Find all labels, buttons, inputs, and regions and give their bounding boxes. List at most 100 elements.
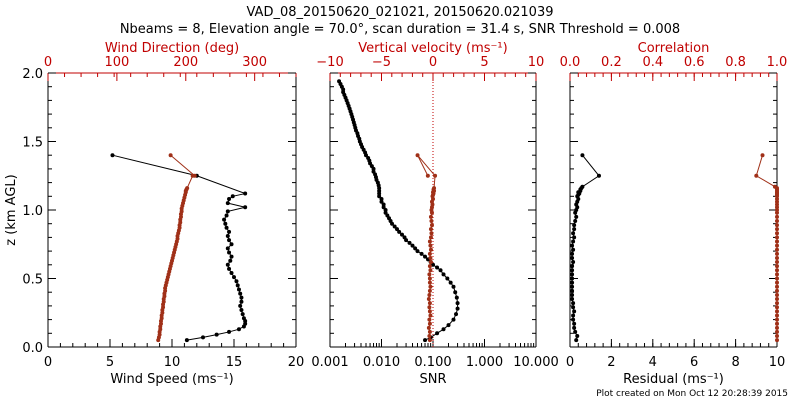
panel-middle: 0.001 0.010 0.100 1.000 10.000 SNR −10 −5 0 5 10 Ve…	[311, 41, 558, 387]
data-point	[377, 194, 382, 199]
data-point	[175, 236, 180, 241]
data-point	[574, 338, 579, 343]
data-point	[427, 280, 432, 285]
data-point	[427, 321, 432, 326]
data-point	[229, 254, 234, 259]
bottom-tick-label: 15	[226, 355, 243, 370]
data-point	[571, 305, 576, 310]
data-point	[775, 313, 779, 318]
data-point	[571, 239, 576, 244]
data-point	[423, 254, 428, 259]
data-point	[571, 301, 576, 306]
data-point	[428, 235, 433, 240]
data-point	[239, 308, 244, 313]
data-point	[427, 329, 432, 334]
bottom-tick-label: 2	[607, 355, 615, 370]
data-point	[570, 284, 575, 289]
data-point	[224, 225, 229, 230]
data-point	[241, 316, 246, 321]
data-point	[225, 246, 230, 251]
data-point	[570, 243, 575, 248]
data-point	[227, 238, 232, 243]
data-point	[775, 272, 779, 277]
data-point	[377, 188, 382, 193]
data-point	[427, 292, 432, 297]
data-point	[223, 221, 228, 226]
data-point	[224, 213, 229, 218]
data-point	[427, 338, 432, 343]
top-tick-label: 0.8	[725, 55, 746, 70]
data-point	[381, 205, 386, 210]
series-red	[156, 153, 197, 343]
data-point	[415, 153, 420, 158]
data-point	[428, 247, 433, 252]
data-point	[395, 227, 400, 232]
data-point	[227, 266, 232, 271]
bottom-tick-label: 0	[44, 355, 52, 370]
top-tick-label: 0	[44, 55, 52, 70]
data-point	[392, 224, 397, 229]
data-point	[192, 173, 197, 178]
data-point	[229, 242, 234, 247]
data-point	[570, 288, 575, 293]
data-point	[570, 297, 575, 302]
data-point	[178, 214, 183, 219]
data-point	[240, 312, 245, 317]
data-point	[775, 329, 779, 334]
data-point	[775, 197, 779, 202]
series-black	[570, 153, 601, 343]
data-point	[160, 310, 165, 315]
bottom-tick-label: 5	[106, 355, 114, 370]
data-point	[428, 214, 433, 219]
data-point	[575, 334, 580, 339]
data-point	[238, 303, 243, 308]
data-point	[337, 79, 342, 84]
y-axis-title: z (km AGL)	[4, 174, 19, 245]
data-point	[775, 202, 779, 207]
data-point	[435, 265, 440, 270]
data-point	[225, 209, 230, 214]
data-point	[222, 217, 227, 222]
data-point	[228, 258, 233, 263]
data-point	[184, 338, 189, 343]
data-point	[573, 329, 578, 334]
data-point	[157, 332, 162, 337]
data-point	[432, 186, 437, 191]
top-tick-label: 5	[480, 55, 488, 70]
data-point	[426, 297, 431, 302]
data-point	[427, 334, 432, 339]
data-point	[425, 173, 430, 178]
data-point	[775, 214, 779, 219]
data-point	[453, 290, 458, 295]
data-point	[229, 271, 234, 276]
data-point	[775, 309, 779, 314]
y-tick-label: 0.0	[22, 341, 43, 356]
top-tick-label: 200	[173, 55, 198, 70]
data-point	[232, 275, 236, 280]
bottom-tick-label: 10	[769, 355, 786, 370]
data-point	[775, 205, 779, 210]
data-point	[381, 202, 386, 207]
data-point	[775, 218, 779, 223]
data-point	[571, 317, 576, 322]
data-point	[235, 283, 240, 288]
data-point	[772, 184, 777, 189]
data-point	[435, 331, 440, 336]
data-point	[775, 297, 779, 302]
data-point	[238, 291, 243, 296]
data-point	[429, 223, 434, 228]
data-point	[428, 243, 433, 248]
data-point	[570, 276, 575, 281]
top-tick-label: 0.4	[642, 55, 663, 70]
data-point	[446, 323, 451, 328]
data-point	[775, 292, 779, 297]
data-point	[377, 191, 382, 196]
data-point	[225, 262, 230, 267]
series-red	[415, 153, 438, 343]
data-point	[158, 321, 163, 326]
data-point	[429, 231, 434, 236]
data-point	[239, 299, 244, 304]
data-point	[572, 309, 577, 314]
data-point	[775, 235, 779, 240]
